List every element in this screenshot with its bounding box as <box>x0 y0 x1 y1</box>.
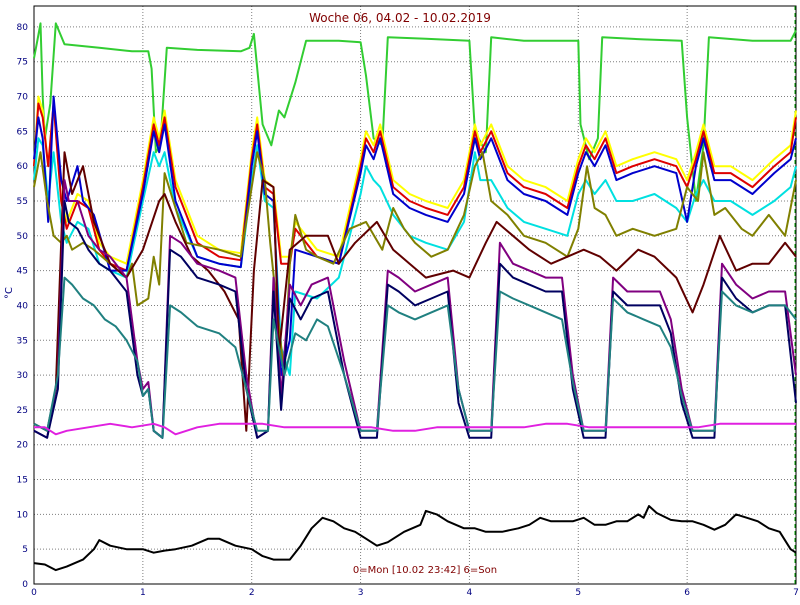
series-line-4 <box>33 137 797 377</box>
y-tick-label: 0 <box>22 580 28 590</box>
x-tick-label: 1 <box>140 588 146 598</box>
series-line-10 <box>33 276 797 439</box>
x-tick-label: 3 <box>358 588 364 598</box>
y-tick-label: 45 <box>17 267 28 277</box>
y-tick-label: 25 <box>17 406 28 416</box>
series-line-6 <box>33 151 797 377</box>
series-line-9 <box>33 200 797 439</box>
y-tick-label: 50 <box>17 232 29 242</box>
chart-footer-note: 0=Mon [10.02 23:42] 6=Son <box>353 565 497 576</box>
x-tick-label: 4 <box>467 588 473 598</box>
y-tick-label: 15 <box>17 476 28 486</box>
y-tick-label: 65 <box>17 127 28 137</box>
grid-layer <box>33 6 797 585</box>
x-tick-label: 7 <box>793 588 799 598</box>
y-tick-label: 55 <box>17 197 28 207</box>
frame-layer <box>33 5 797 585</box>
y-tick-label: 20 <box>17 441 29 451</box>
x-tick-label: 0 <box>31 588 37 598</box>
y-tick-label: 40 <box>17 301 29 311</box>
series-line-5 <box>33 95 797 377</box>
series-line-1 <box>33 22 797 202</box>
y-tick-label: 80 <box>17 23 29 33</box>
series-line-11 <box>34 422 796 436</box>
series-line-3 <box>33 102 797 272</box>
x-tick-label: 5 <box>575 588 581 598</box>
y-tick-label: 75 <box>17 58 28 68</box>
series-layer <box>33 22 797 572</box>
y-axis-label: °C <box>4 287 15 299</box>
y-tick-label: 60 <box>17 162 29 172</box>
y-tick-label: 10 <box>17 510 29 520</box>
x-tick-label: 2 <box>249 588 255 598</box>
y-tick-label: 70 <box>17 93 29 103</box>
chart-title: Woche 06, 04.02 - 10.02.2019 <box>309 11 491 25</box>
y-tick-label: 5 <box>22 545 28 555</box>
y-tick-label: 30 <box>17 371 29 381</box>
y-tick-label: 35 <box>17 336 28 346</box>
series-line-12 <box>33 505 797 572</box>
plot-frame <box>33 5 797 585</box>
series-line-2 <box>33 95 797 265</box>
series-line-7 <box>33 151 797 432</box>
x-tick-label: 6 <box>684 588 690 598</box>
